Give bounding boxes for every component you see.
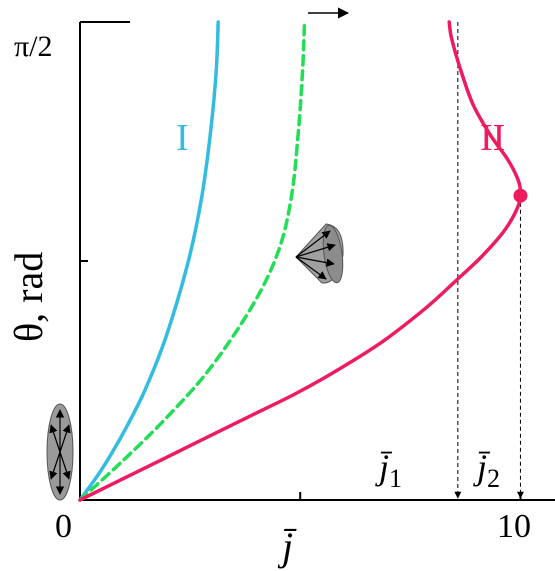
x-axis-label: j̄ <box>277 524 297 569</box>
annotation-j2: j̄2 <box>473 447 500 493</box>
annotation-j1-sub: 1 <box>389 464 402 493</box>
series-line-1 <box>78 20 220 502</box>
annotation-j1-main: j̄ <box>375 447 392 487</box>
series-label-II: II <box>480 117 505 159</box>
guide-lines <box>454 22 524 499</box>
series-II-marker <box>513 188 528 203</box>
y-axis-label: θ, rad <box>6 252 51 342</box>
annotation-j2-sub: 2 <box>487 464 500 493</box>
series-line-3 <box>78 20 523 502</box>
ellipse-inset-icon <box>46 403 74 501</box>
series-line-2 <box>78 20 307 502</box>
cone-inset-icon <box>295 223 344 284</box>
x-tick-label-0: 0 <box>55 508 72 545</box>
x-tick-label-10: 10 <box>497 508 531 545</box>
curves <box>78 20 528 502</box>
annotation-j1: j̄1 <box>375 447 402 493</box>
annotation-j2-main: j̄ <box>473 447 490 487</box>
y-tick-label-pi2: π/2 <box>14 30 52 63</box>
series-label-I: I <box>176 117 189 159</box>
